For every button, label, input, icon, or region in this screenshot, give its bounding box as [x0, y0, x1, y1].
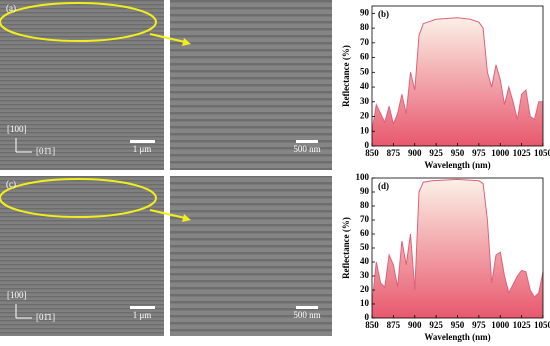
- x-tick-label: 850: [365, 148, 379, 158]
- highlight-ellipse: [0, 178, 157, 218]
- y-tick-label: 60: [360, 52, 370, 62]
- y-tick-label: 40: [360, 256, 370, 266]
- x-tick-label: 875: [387, 320, 401, 330]
- highlight-ellipse: [0, 2, 157, 42]
- direction-label: [100]: [7, 290, 27, 300]
- x-tick-label: 975: [472, 320, 486, 330]
- chart-title: (d): [378, 181, 389, 191]
- y-axis-label: Reflectance (%): [341, 45, 351, 107]
- y-tick-label: 30: [360, 270, 370, 280]
- reflectance-line: [371, 17, 543, 132]
- scale-label: 1 μm: [133, 310, 152, 320]
- area-fill: [372, 17, 543, 146]
- scale-bar: [130, 306, 155, 309]
- y-tick-label: 10: [360, 298, 370, 308]
- reflectance-line: [371, 178, 544, 305]
- y-tick-label: 50: [360, 66, 370, 76]
- sem-image: [170, 176, 332, 336]
- y-tick-label: 40: [360, 81, 370, 91]
- arrow-head: [182, 214, 191, 222]
- panel-label: (c): [6, 179, 16, 189]
- x-tick-label: 975: [472, 148, 486, 158]
- arrow: [149, 209, 186, 219]
- x-tick-label: 1025: [513, 320, 532, 330]
- x-tick-label: 1025: [513, 148, 532, 158]
- x-tick-label: 1000: [491, 320, 510, 330]
- x-tick-label: 950: [451, 148, 465, 158]
- x-tick-label: 925: [429, 148, 443, 158]
- arrow-head: [182, 38, 191, 46]
- x-tick-label: 850: [365, 320, 379, 330]
- y-tick-label: 20: [360, 111, 370, 121]
- y-tick-label: 80: [360, 22, 370, 32]
- y-tick-label: 50: [360, 242, 370, 252]
- scale-label: 500 nm: [293, 310, 320, 320]
- x-tick-label: 1050: [534, 148, 550, 158]
- scale-bar: [130, 140, 155, 143]
- y-tick-label: 60: [360, 228, 370, 238]
- sem-image: [0, 176, 164, 336]
- y-tick-label: 30: [360, 96, 370, 106]
- x-tick-label: 900: [408, 320, 422, 330]
- direction-label: [01̄1]: [36, 146, 55, 156]
- y-tick-label: 90: [360, 7, 370, 17]
- y-tick-label: 80: [360, 200, 370, 210]
- x-axis-label: Wavelength (nm): [424, 332, 490, 342]
- scale-bar: [296, 306, 318, 309]
- chart-title: (b): [378, 9, 389, 19]
- x-tick-label: 900: [408, 148, 422, 158]
- direction-label: [01̄1]: [36, 312, 55, 322]
- scale-label: 500 nm: [293, 144, 320, 154]
- y-tick-label: 20: [360, 284, 370, 294]
- y-tick-label: 90: [360, 186, 370, 196]
- y-tick-label: 0: [365, 312, 370, 322]
- arrow: [149, 33, 186, 43]
- scale-label: 1 μm: [133, 144, 152, 154]
- x-tick-label: 875: [387, 148, 401, 158]
- y-tick-label: 70: [360, 214, 370, 224]
- y-tick-label: 100: [356, 172, 370, 182]
- y-tick-label: 0: [365, 140, 370, 150]
- scale-bar: [296, 140, 318, 143]
- y-axis-label: Reflectance (%): [341, 217, 351, 279]
- x-tick-label: 1050: [534, 320, 550, 330]
- area-fill: [372, 179, 543, 318]
- x-tick-label: 950: [451, 320, 465, 330]
- x-tick-label: 925: [429, 320, 443, 330]
- x-axis-label: Wavelength (nm): [424, 160, 490, 170]
- direction-label: [100]: [7, 124, 27, 134]
- panel-label: (a): [6, 3, 16, 13]
- y-tick-label: 10: [360, 125, 370, 135]
- y-tick-label: 70: [360, 37, 370, 47]
- x-tick-label: 1000: [491, 148, 510, 158]
